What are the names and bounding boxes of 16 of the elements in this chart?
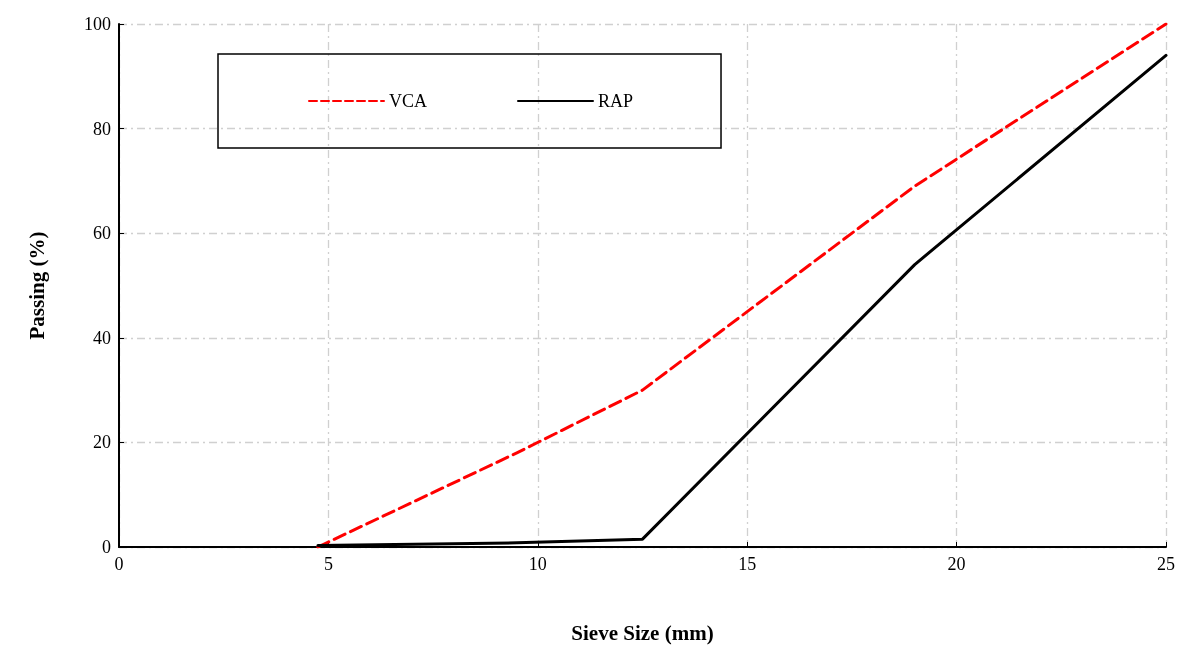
y-tick-label: 0 <box>102 537 111 557</box>
legend-label: RAP <box>598 91 634 111</box>
x-axis-title: Sieve Size (mm) <box>571 620 714 645</box>
x-tick-label: 0 <box>114 554 124 574</box>
x-tick-label: 5 <box>323 554 333 574</box>
y-tick-label: 80 <box>93 118 111 139</box>
y-tick-label: 40 <box>93 327 111 348</box>
y-tick-label: 60 <box>93 223 111 244</box>
y-axis-title: Passing (%) <box>24 231 49 340</box>
y-tick-label: 100 <box>84 14 111 34</box>
x-tick-label: 15 <box>738 554 757 574</box>
y-tick-label: 20 <box>93 432 111 453</box>
x-tick-label: 25 <box>1157 554 1175 574</box>
legend-label: VCA <box>389 91 428 111</box>
x-tick-label: 20 <box>947 554 966 574</box>
x-tick-label: 10 <box>528 554 547 574</box>
